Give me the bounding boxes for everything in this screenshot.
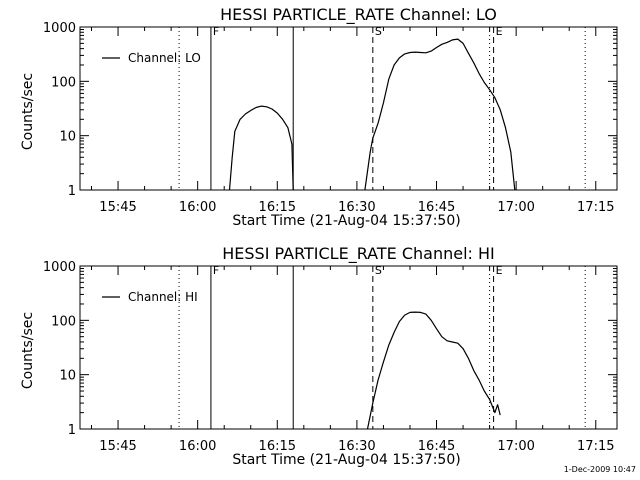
y-tick-label: 10 (59, 369, 76, 384)
y-tick-label: 1000 (43, 260, 76, 275)
y-tick-label: 1 (68, 184, 76, 199)
x-axis-label: Start Time (21-Aug-04 15:37:50) (232, 213, 460, 229)
series-line (228, 105, 294, 191)
y-tick-label: 100 (51, 314, 76, 329)
y-tick-label: 1 (68, 423, 76, 438)
legend-label: Channel: HI (128, 290, 198, 304)
panel-hi: HESSI PARTICLE_RATE Channel: HI 15:45 16:0… (20, 244, 618, 468)
marker-label: E (496, 25, 503, 38)
x-tick-label: 16:15 (259, 200, 296, 215)
chart-title: HESSI PARTICLE_RATE Channel: LO (220, 5, 497, 25)
x-axis-label: Start Time (21-Aug-04 15:37:50) (232, 452, 460, 468)
panel-lo: HESSI PARTICLE_RATE Channel: LO 15:45 16:0… (20, 5, 618, 229)
series-line (364, 38, 516, 191)
x-tick-label: 16:30 (338, 200, 375, 215)
x-tick-label: 15:45 (99, 200, 136, 215)
x-tick-label: 16:00 (179, 200, 216, 215)
y-tick-label: 10 (59, 130, 76, 145)
y-tick-label: 1000 (43, 21, 76, 36)
marker-label: F (213, 25, 219, 38)
series-line (366, 311, 501, 430)
x-tick-label: 17:15 (577, 439, 614, 454)
x-tick-label: 16:15 (259, 439, 296, 454)
footer-timestamp: 1-Dec-2009 10:47 (564, 465, 636, 474)
x-tick-label: 17:00 (497, 439, 534, 454)
legend-label: Channel: LO (128, 51, 201, 65)
x-tick-label: 16:00 (179, 439, 216, 454)
marker-label: E (496, 264, 503, 277)
x-tick-label: 16:45 (418, 200, 455, 215)
x-tick-label: 17:15 (577, 200, 614, 215)
x-tick-label: 15:45 (99, 439, 136, 454)
chart-title: HESSI PARTICLE_RATE Channel: HI (222, 244, 495, 264)
x-tick-label: 16:30 (338, 439, 375, 454)
y-tick-label: 100 (51, 75, 76, 90)
marker-label: S (375, 264, 382, 277)
marker-label: S (375, 25, 382, 38)
x-tick-label: 17:00 (497, 200, 534, 215)
plot-frame (79, 26, 618, 191)
y-axis-label: Counts/sec (20, 312, 36, 389)
plot-frame (79, 265, 618, 430)
x-tick-label: 16:45 (418, 439, 455, 454)
y-axis-label: Counts/sec (20, 73, 36, 150)
marker-label: F (213, 264, 219, 277)
